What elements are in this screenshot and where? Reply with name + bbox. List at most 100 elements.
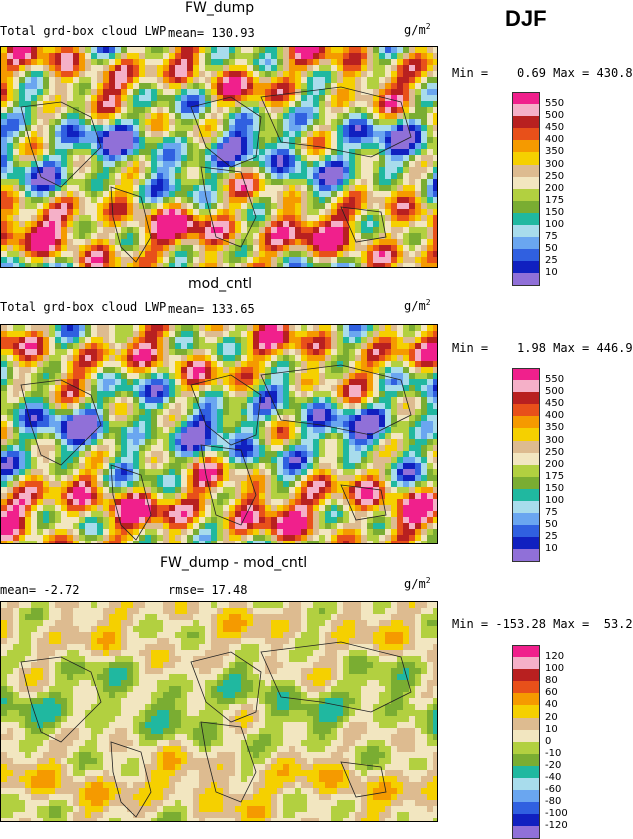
legend-entry: -60 xyxy=(512,778,568,795)
legend-swatch xyxy=(512,802,540,815)
legend-entry: 50 xyxy=(512,513,564,530)
legend-label: 175 xyxy=(545,194,565,206)
legend-label: 80 xyxy=(545,675,558,687)
panel3-legend: 120 100 80 60 40 20 10 0 -10 -20 -40 -60 -80 -100 -120 xyxy=(512,645,568,839)
legend-label: -100 xyxy=(545,808,568,820)
legend-label: 100 xyxy=(545,494,565,506)
legend-entry: 400 xyxy=(512,404,564,421)
panel1-min-max: Min = 0.69 Max = 430.87 xyxy=(452,66,633,80)
legend-label: 10 xyxy=(545,543,558,555)
legend-label: 150 xyxy=(545,482,565,494)
legend-swatch xyxy=(512,200,540,213)
legend-label: 250 xyxy=(545,170,565,182)
legend-entry xyxy=(512,549,564,562)
legend-entry: 10 xyxy=(512,537,564,554)
coastline xyxy=(110,741,152,818)
legend-entry: 350 xyxy=(512,140,564,157)
legend-label: 350 xyxy=(545,146,565,158)
panel1-mean: mean= 130.93 xyxy=(168,26,255,40)
legend-entry: 450 xyxy=(512,392,564,409)
panel2-legend: 550 500 450 400 350 300 250 200 175 150 100 75 50 25 1… xyxy=(512,368,564,562)
legend-label: -20 xyxy=(545,759,562,771)
panel1-legend: 550 500 450 400 350 300 250 200 175 150 100 75 50 25 1… xyxy=(512,92,564,286)
legend-swatch xyxy=(512,669,540,682)
legend-swatch xyxy=(512,826,540,839)
legend-entry: 300 xyxy=(512,152,564,170)
legend-label: 450 xyxy=(545,122,565,134)
panel1-variable-label: Total grd-box cloud LWP xyxy=(0,24,167,38)
panel2-title: mod_cntl xyxy=(188,276,253,292)
legend-swatch xyxy=(512,501,540,514)
coastline xyxy=(260,86,412,158)
legend-entry: -100 xyxy=(512,802,568,819)
coastline xyxy=(190,374,262,446)
legend-swatch xyxy=(512,404,540,417)
panel1-map xyxy=(0,46,438,268)
legend-swatch xyxy=(512,188,540,201)
legend-entry: 200 xyxy=(512,176,564,194)
legend-label: -80 xyxy=(545,796,562,808)
legend-swatch xyxy=(512,741,540,754)
panel3-units: g/m2 xyxy=(404,576,431,591)
legend-label: 75 xyxy=(545,231,558,243)
legend-swatch xyxy=(512,273,540,286)
legend-swatch xyxy=(512,717,540,730)
legend-label: 500 xyxy=(545,386,565,398)
legend-label: 550 xyxy=(545,98,565,110)
legend-label: 550 xyxy=(545,374,565,386)
legend-swatch xyxy=(512,778,540,791)
legend-swatch xyxy=(512,104,540,117)
legend-label: 40 xyxy=(545,699,558,711)
panel2-min-max: Min = 1.98 Max = 446.91 xyxy=(452,341,633,355)
legend-label: 20 xyxy=(545,711,558,723)
panel3-mean: mean= -2.72 xyxy=(0,583,80,597)
legend-swatch xyxy=(512,814,540,827)
legend-entry: 250 xyxy=(512,164,564,182)
panel3-rmse: rmse= 17.48 xyxy=(168,583,248,597)
legend-entry: 500 xyxy=(512,380,564,397)
legend-label: 400 xyxy=(545,410,565,422)
legend-label: 25 xyxy=(545,255,558,267)
panel3-title: FW_dump - mod_cntl xyxy=(160,555,308,571)
legend-entry: 10 xyxy=(512,717,568,735)
legend-entry: 450 xyxy=(512,116,564,133)
legend-entry: 60 xyxy=(512,681,568,698)
legend-swatch xyxy=(512,164,540,177)
legend-entry: -20 xyxy=(512,753,568,771)
legend-label: 50 xyxy=(545,243,558,255)
coastline xyxy=(190,651,262,723)
legend-entry: 300 xyxy=(512,428,564,446)
legend-swatch xyxy=(512,212,540,226)
legend-label: 0 xyxy=(545,735,552,747)
legend-entry: 175 xyxy=(512,464,564,482)
coastline xyxy=(20,379,102,466)
legend-label: 50 xyxy=(545,519,558,531)
legend-label: -120 xyxy=(545,820,568,832)
legend-entry: 150 xyxy=(512,200,564,218)
legend-swatch xyxy=(512,140,540,153)
legend-entry: 50 xyxy=(512,237,564,254)
coastline xyxy=(340,761,387,798)
coastline xyxy=(110,186,152,263)
legend-swatch xyxy=(512,261,540,274)
legend-entry: 10 xyxy=(512,261,564,278)
legend-entry: 80 xyxy=(512,669,568,686)
legend-entry: -10 xyxy=(512,741,568,759)
legend-label: 300 xyxy=(545,434,565,446)
legend-label: 500 xyxy=(545,110,565,122)
legend-label: 75 xyxy=(545,507,558,519)
legend-swatch xyxy=(512,428,540,441)
legend-swatch xyxy=(512,476,540,489)
panel2-variable-label: Total grd-box cloud LWP xyxy=(0,300,167,314)
legend-swatch xyxy=(512,549,540,562)
panel2-mean: mean= 133.65 xyxy=(168,302,255,316)
legend-entry: 75 xyxy=(512,225,564,242)
panel1-title: FW_dump xyxy=(185,0,255,16)
legend-label: -40 xyxy=(545,771,562,783)
coastline xyxy=(200,444,257,526)
legend-swatch xyxy=(512,440,540,453)
panel2-units: g/m2 xyxy=(404,298,431,313)
legend-swatch xyxy=(512,237,540,250)
legend-entry: 25 xyxy=(512,249,564,266)
coastline xyxy=(260,364,412,436)
